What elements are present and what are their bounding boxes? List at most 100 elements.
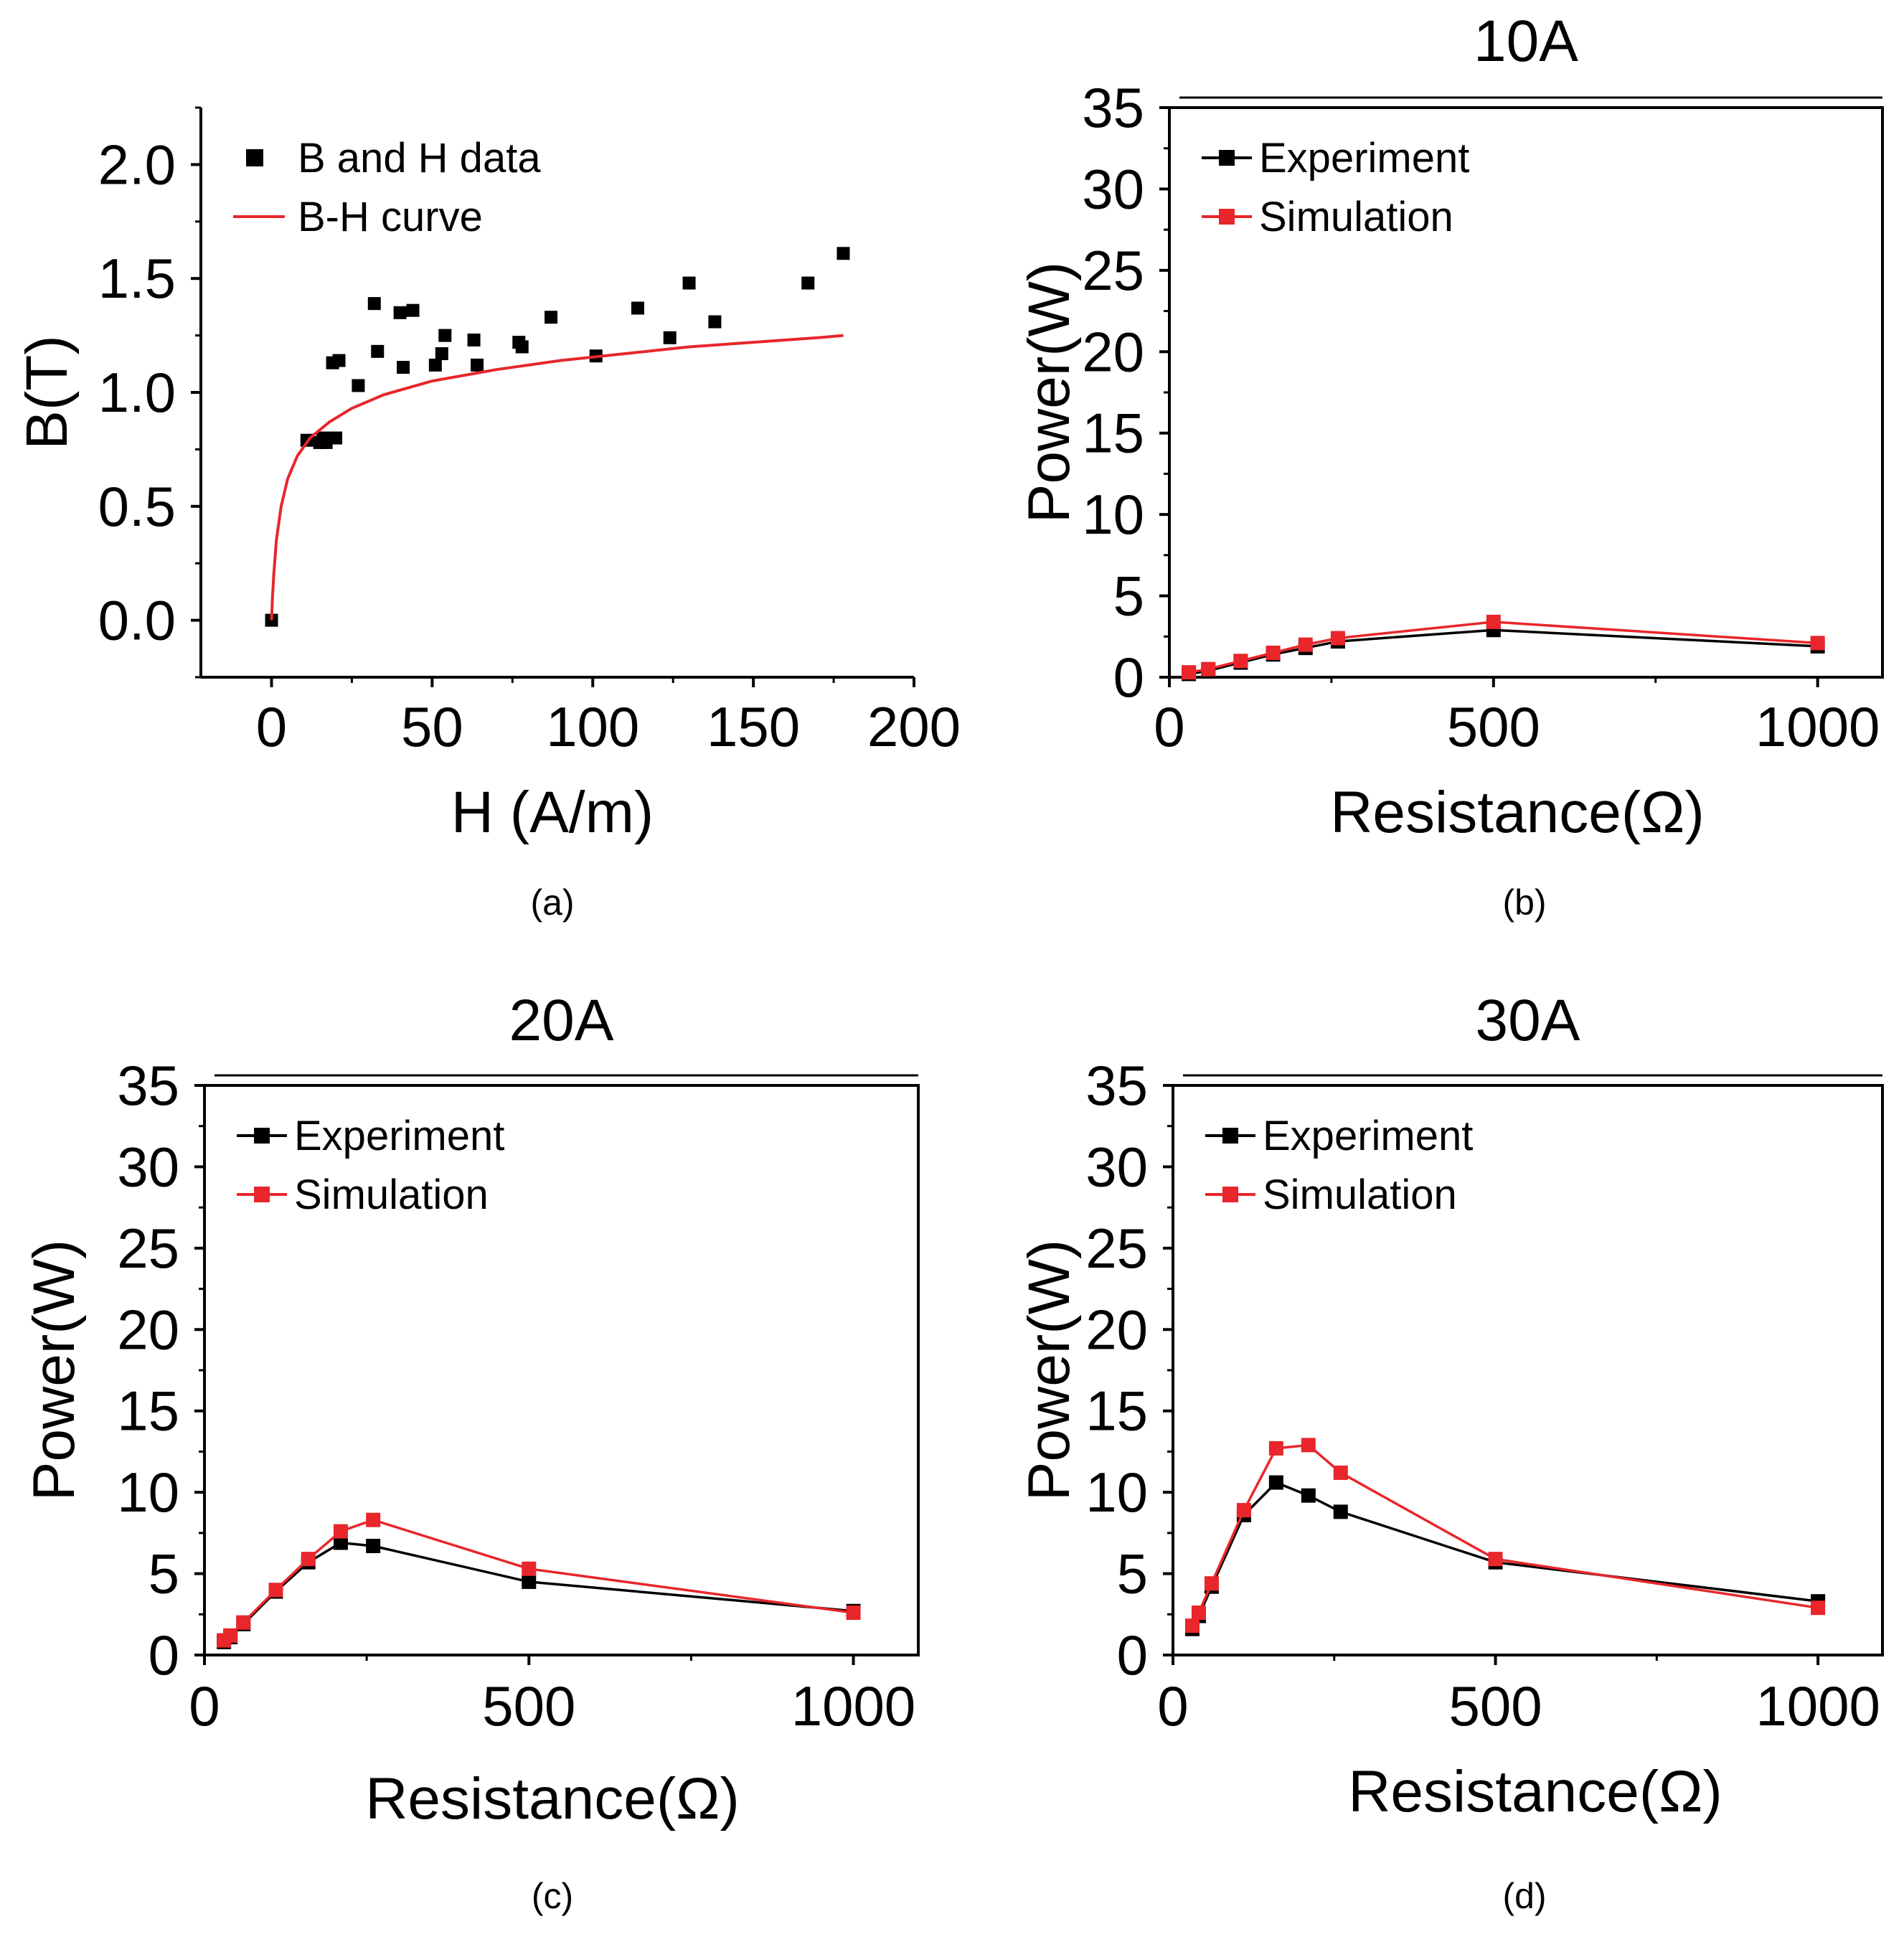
y-tick-label: 15	[1082, 402, 1144, 465]
y-tick-label: 0.0	[98, 589, 176, 652]
legend-swatch-marker	[254, 1187, 270, 1202]
chart-panel-d: 0 5 10 15 20 25 30 35 0 500 1000 Resistance(Ω) Power…	[1017, 988, 1884, 1916]
x-tick-label: 100	[546, 695, 639, 758]
legend-swatch-marker	[254, 1128, 270, 1144]
data-marker	[1330, 631, 1345, 646]
data-point	[631, 301, 644, 315]
bh-curve-line	[270, 334, 844, 621]
panel-title: 20A	[509, 988, 614, 1053]
series-line	[223, 1518, 854, 1642]
data-point	[836, 247, 850, 260]
x-tick-label: 200	[867, 695, 961, 758]
legend-label: B-H curve	[298, 194, 483, 240]
data-point	[435, 347, 448, 361]
y-tick-label: 15	[1085, 1380, 1148, 1443]
legend-swatch-marker	[1222, 1187, 1238, 1202]
x-tick-label: 500	[1447, 695, 1540, 758]
x-tick-label: 0	[1157, 1674, 1188, 1738]
panel-caption: (a)	[530, 882, 574, 923]
data-point	[428, 358, 442, 372]
y-tick-label: 0	[1113, 646, 1144, 709]
legend: Experiment Simulation	[1205, 1113, 1473, 1218]
chart-panel-a: 0.0 0.5 1.0 1.5 2.0 0 50 100 150 200 H (A/m) B(T) (a…	[14, 106, 961, 923]
panel-caption: (b)	[1502, 882, 1546, 923]
panel-title: 30A	[1476, 988, 1580, 1053]
legend-label: Simulation	[1259, 194, 1453, 240]
y-tick-label: 1.5	[98, 247, 176, 310]
data-marker	[522, 1574, 537, 1589]
legend-swatch-marker	[1219, 209, 1235, 225]
data-marker	[1236, 1503, 1251, 1518]
x-tick-label: 1000	[1755, 695, 1880, 758]
data-point	[801, 276, 815, 290]
y-tick-label: 10	[1082, 483, 1144, 546]
panel-caption: (d)	[1502, 1876, 1546, 1916]
data-marker	[1204, 1576, 1219, 1591]
legend-label: Experiment	[1259, 135, 1469, 182]
y-tick-label: 1.0	[98, 361, 176, 424]
y-axis-label: Power(W)	[22, 1240, 87, 1501]
y-tick-label: 0.5	[98, 475, 176, 538]
y-tick-label: 20	[1085, 1298, 1148, 1361]
data-point	[367, 297, 381, 311]
series-experiment	[1184, 1475, 1826, 1636]
series-line	[1191, 1443, 1819, 1626]
legend-swatch-marker	[1219, 150, 1235, 166]
data-point	[663, 331, 677, 344]
data-marker	[1301, 1488, 1316, 1503]
legend: Experiment Simulation	[237, 1113, 504, 1218]
y-tick-label: 20	[1082, 320, 1144, 383]
y-tick-label: 30	[117, 1135, 179, 1198]
y-tick-label: 25	[1082, 239, 1144, 302]
y-tick-label: 20	[117, 1298, 179, 1361]
y-axis-label: B(T)	[14, 335, 80, 449]
series-line	[223, 1541, 854, 1644]
y-tick-label: 30	[1085, 1135, 1148, 1198]
data-point	[329, 431, 343, 445]
data-marker	[1298, 637, 1313, 652]
y-tick-label: 35	[117, 1054, 179, 1117]
data-marker	[1810, 636, 1825, 651]
y-tick-label: 0	[1117, 1623, 1148, 1687]
data-marker	[1191, 1606, 1206, 1621]
data-marker	[268, 1583, 283, 1598]
data-point	[406, 303, 420, 317]
data-marker	[366, 1512, 381, 1527]
data-marker	[333, 1535, 348, 1550]
data-point	[545, 311, 558, 324]
y-tick-label: 15	[117, 1380, 179, 1443]
data-point	[682, 276, 696, 290]
series-simulation	[1182, 614, 1825, 680]
data-marker	[333, 1524, 348, 1539]
legend-label: Simulation	[1263, 1172, 1457, 1218]
chart-panel-c: 0 5 10 15 20 25 30 35 0 500 1000 Resistance(Ω) Power…	[22, 988, 920, 1916]
legend-label: Experiment	[1263, 1113, 1473, 1159]
y-tick-label: 2.0	[98, 133, 176, 196]
data-marker	[1333, 1504, 1348, 1519]
x-tick-label: 1000	[791, 1674, 916, 1738]
series-line	[1191, 1481, 1819, 1630]
data-marker	[1268, 1475, 1283, 1490]
y-tick-label: 25	[1085, 1217, 1148, 1280]
y-tick-label: 10	[1085, 1461, 1148, 1524]
data-marker	[236, 1615, 251, 1630]
y-axis-label: Power(W)	[1017, 262, 1082, 523]
x-tick-label: 1000	[1755, 1674, 1880, 1738]
data-marker	[1182, 665, 1197, 680]
y-tick-label: 35	[1085, 1054, 1148, 1117]
data-point	[371, 344, 385, 358]
legend-label: B and H data	[298, 135, 541, 182]
y-axis-label: Power(W)	[1017, 1240, 1082, 1501]
x-tick-label: 0	[189, 1674, 220, 1738]
legend-label: Simulation	[294, 1172, 489, 1218]
x-axis-label: Resistance(Ω)	[1330, 780, 1705, 845]
x-tick-label: 500	[1448, 1674, 1542, 1738]
legend: B and H data B-H curve	[233, 135, 541, 240]
panel-title: 10A	[1474, 9, 1578, 74]
data-point	[332, 354, 346, 367]
data-point	[467, 333, 481, 346]
data-marker	[1201, 661, 1216, 676]
data-point	[471, 358, 484, 372]
series-b-h-curve	[270, 334, 844, 621]
data-marker	[1184, 1618, 1200, 1634]
